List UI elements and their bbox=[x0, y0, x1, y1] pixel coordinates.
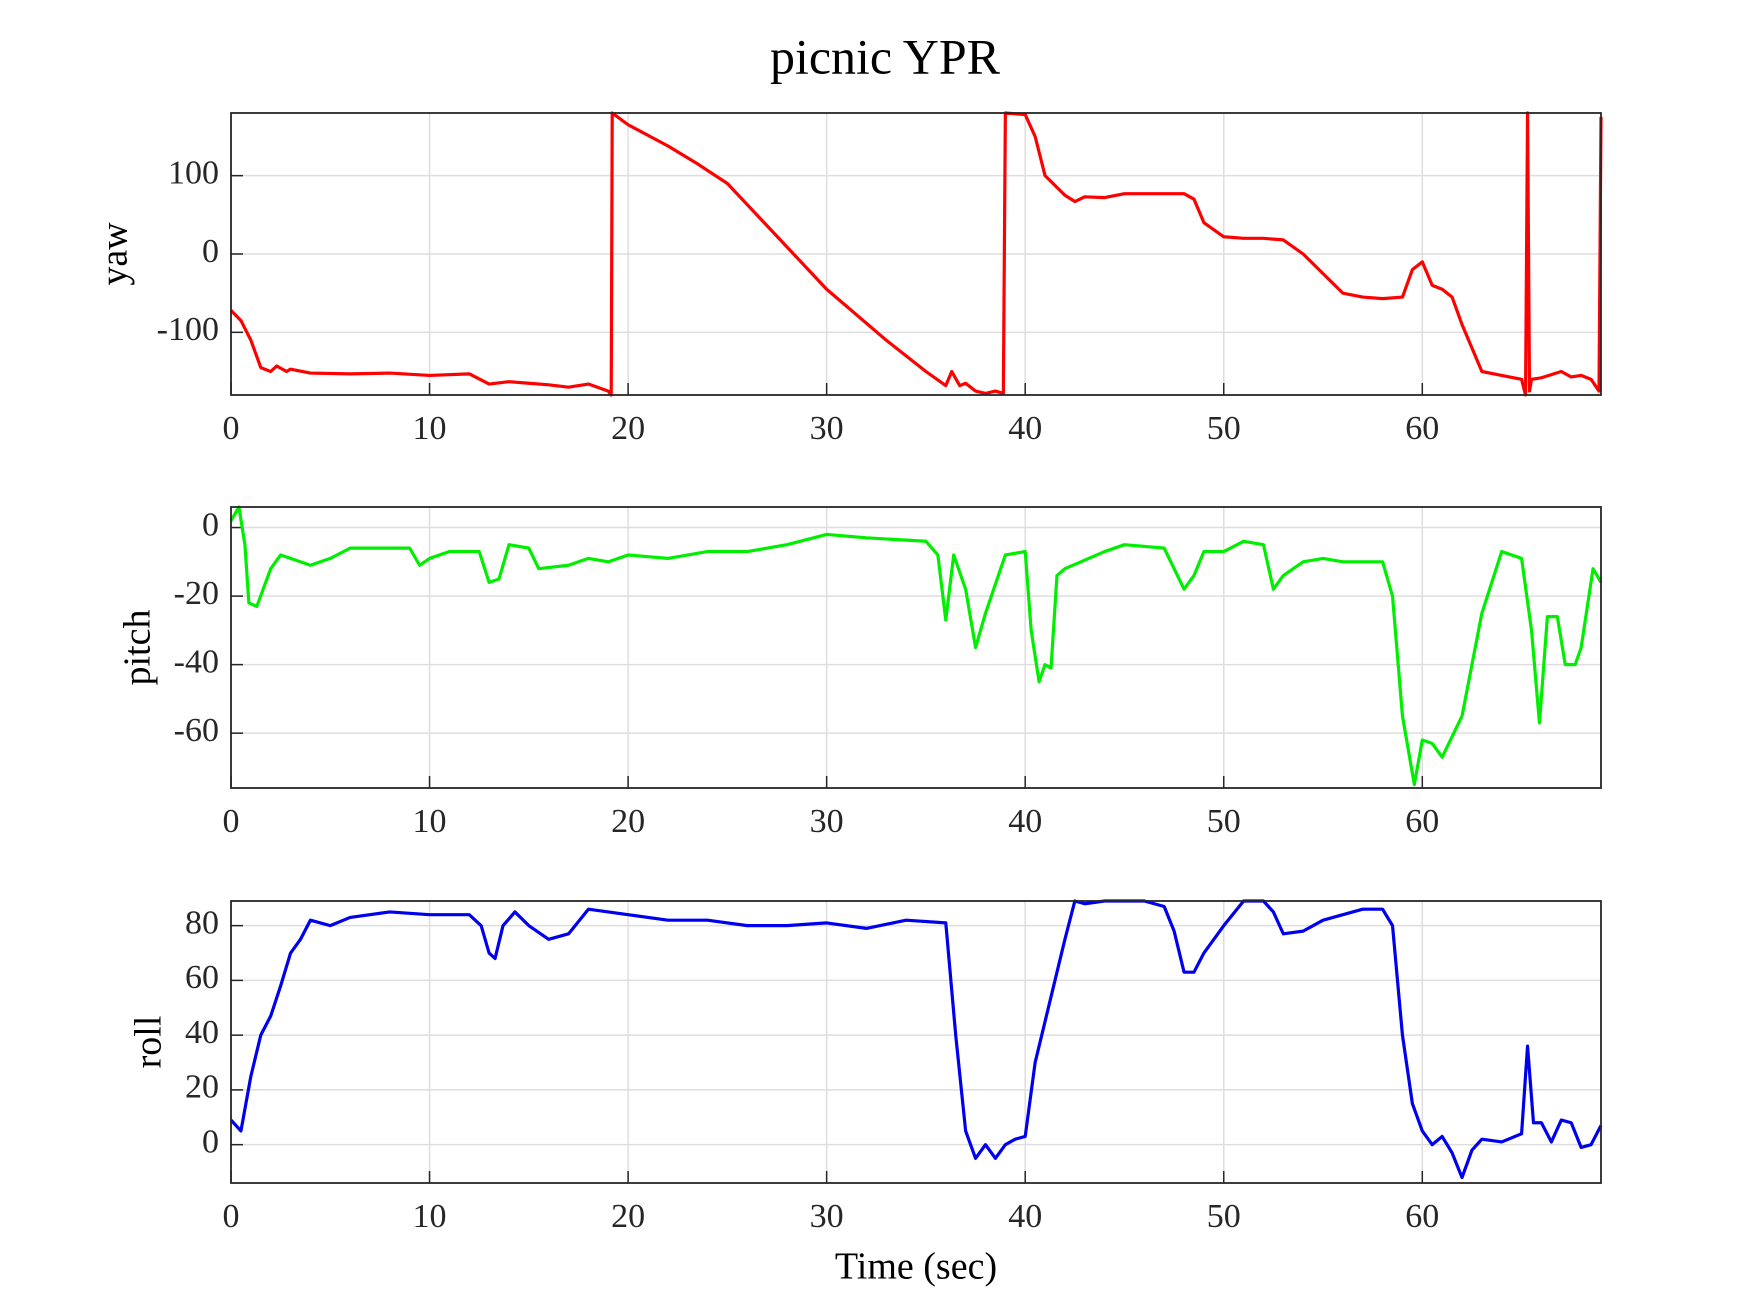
x-tick-label: 40 bbox=[1008, 803, 1042, 840]
x-axis-label: Time (sec) bbox=[835, 1246, 997, 1288]
x-tick-label: 20 bbox=[611, 1198, 645, 1235]
x-tick-label: 20 bbox=[611, 410, 645, 447]
y-tick-label: -60 bbox=[174, 712, 219, 749]
axes-box bbox=[230, 112, 1602, 396]
x-tick-label: 10 bbox=[413, 410, 447, 447]
y-tick-label: 0 bbox=[202, 1123, 219, 1160]
y-tick-label: 80 bbox=[185, 904, 219, 941]
x-tick-label: 50 bbox=[1207, 1198, 1241, 1235]
x-tick-label: 10 bbox=[413, 1198, 447, 1235]
data-line bbox=[229, 899, 1603, 1180]
y-tick-label: 0 bbox=[202, 506, 219, 543]
y-tick-label: -40 bbox=[174, 643, 219, 680]
axes-box bbox=[230, 506, 1602, 789]
y-tick-label: -20 bbox=[174, 575, 219, 612]
plot-area bbox=[231, 901, 1601, 1183]
x-tick-label: 40 bbox=[1008, 410, 1042, 447]
plot-area bbox=[231, 507, 1601, 788]
x-tick-label: 30 bbox=[810, 803, 844, 840]
x-tick-label: 50 bbox=[1207, 803, 1241, 840]
y-axis-label: yaw bbox=[94, 222, 136, 286]
y-axis-label: pitch bbox=[117, 610, 159, 686]
x-tick-label: 0 bbox=[223, 803, 240, 840]
x-tick-label: 60 bbox=[1405, 410, 1439, 447]
x-tick-label: 40 bbox=[1008, 1198, 1042, 1235]
x-tick-label: 0 bbox=[223, 1198, 240, 1235]
data-line bbox=[229, 505, 1603, 787]
x-tick-label: 30 bbox=[810, 1198, 844, 1235]
x-tick-label: 60 bbox=[1405, 1198, 1439, 1235]
y-tick-label: 20 bbox=[185, 1069, 219, 1106]
y-tick-label: 60 bbox=[185, 959, 219, 996]
x-tick-label: 60 bbox=[1405, 803, 1439, 840]
y-tick-label: 0 bbox=[202, 233, 219, 270]
figure-title: picnic YPR bbox=[770, 28, 1001, 84]
x-tick-label: 20 bbox=[611, 803, 645, 840]
y-tick-label: 100 bbox=[168, 154, 219, 191]
y-axis-label: roll bbox=[128, 1016, 170, 1069]
y-tick-label: 40 bbox=[185, 1014, 219, 1051]
x-tick-label: 30 bbox=[810, 410, 844, 447]
y-tick-label: -100 bbox=[157, 311, 219, 348]
x-tick-label: 0 bbox=[223, 410, 240, 447]
x-tick-label: 10 bbox=[413, 803, 447, 840]
axes-box bbox=[230, 900, 1602, 1184]
x-tick-label: 50 bbox=[1207, 410, 1241, 447]
data-line bbox=[229, 111, 1603, 397]
